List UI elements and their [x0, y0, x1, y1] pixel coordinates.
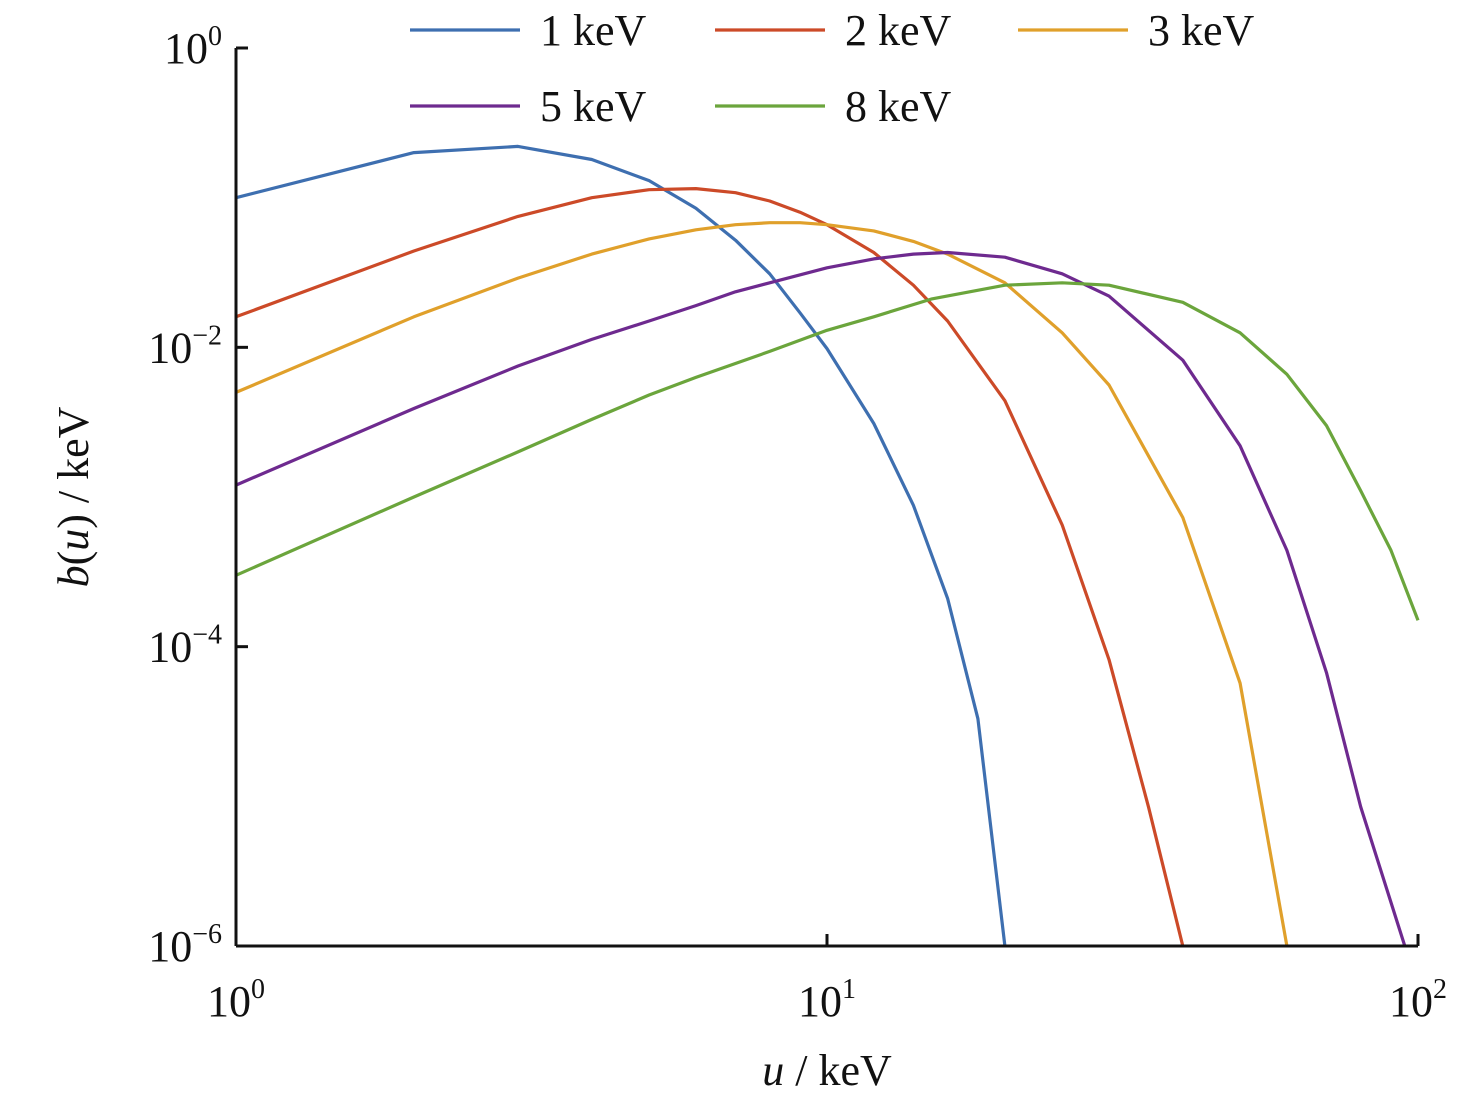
series-line-1: [235, 144, 1007, 947]
x-ticks: 100 101 102: [207, 934, 1447, 1026]
y-ticks: 100 10−2 10−4 10−6: [148, 21, 248, 971]
legend-label-2: 2 keV: [845, 6, 952, 55]
y-tick-label-3: 10−4: [148, 620, 222, 672]
y-axis-title: b(u) / keV: [49, 406, 98, 587]
legend: 1 keV 2 keV 3 keV 5 keV 8 keV: [410, 6, 1255, 131]
y-tick-label-4: 10−6: [148, 919, 222, 971]
x-axis-title: u / keV: [762, 1046, 892, 1095]
series-line-4: [235, 250, 1407, 947]
legend-label-4: 5 keV: [540, 82, 647, 131]
series-line-2: [235, 187, 1185, 947]
series-line-3: [235, 221, 1289, 947]
y-tick-label-1: 100: [164, 21, 222, 73]
x-tick-label-1: 100: [207, 974, 265, 1026]
legend-label-1: 1 keV: [540, 6, 647, 55]
legend-label-5: 8 keV: [845, 82, 952, 131]
x-tick-label-3: 102: [1389, 974, 1447, 1026]
series-line-5: [235, 281, 1420, 621]
x-tick-label-2: 101: [798, 974, 856, 1026]
legend-label-3: 3 keV: [1148, 6, 1255, 55]
plot-area: [235, 144, 1420, 947]
y-tick-label-2: 10−2: [148, 320, 222, 372]
